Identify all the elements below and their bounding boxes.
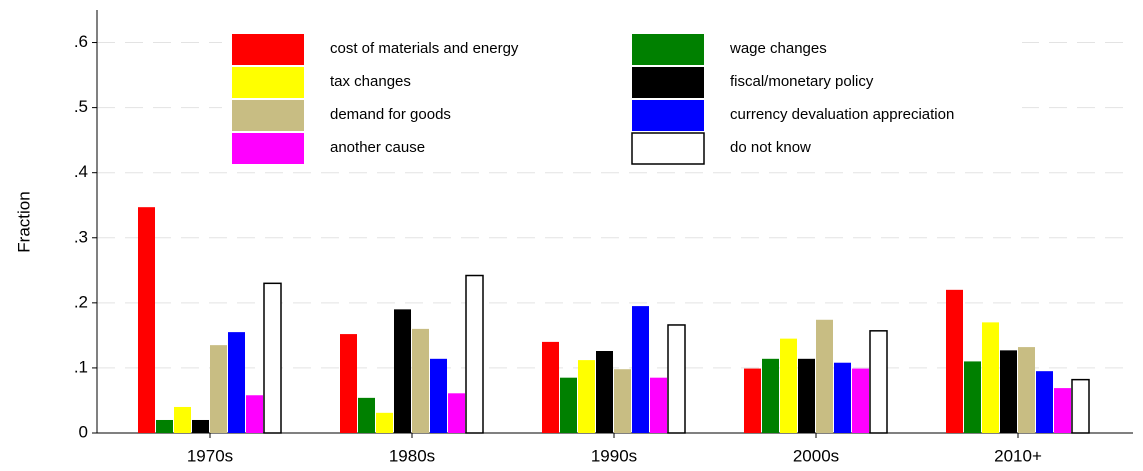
bar xyxy=(192,419,209,433)
bar xyxy=(982,322,999,433)
legend-label: wage changes xyxy=(729,40,827,57)
bar xyxy=(358,397,375,433)
bar xyxy=(263,282,282,434)
bar xyxy=(614,369,631,433)
legend-label: currency devaluation appreciation xyxy=(730,106,954,123)
bar xyxy=(632,306,649,433)
legend-label: another cause xyxy=(330,139,425,156)
y-tick-label: .3 xyxy=(74,227,88,246)
bar xyxy=(834,362,851,433)
bar xyxy=(412,328,429,433)
legend-label: tax changes xyxy=(330,73,411,90)
y-tick-label: .6 xyxy=(74,32,88,51)
legend-swatch xyxy=(632,34,704,65)
bar xyxy=(650,377,667,433)
legend: cost of materials and energy wage changes… xyxy=(222,28,1022,170)
bar xyxy=(210,345,227,433)
bar xyxy=(1018,347,1035,433)
bar xyxy=(1036,371,1053,433)
bar xyxy=(394,309,411,433)
bar xyxy=(560,377,577,433)
legend-swatch xyxy=(232,133,304,164)
legend-label: do not know xyxy=(730,139,811,156)
legend-swatch xyxy=(632,67,704,98)
bar xyxy=(465,274,484,434)
bar xyxy=(744,368,761,433)
bar xyxy=(762,358,779,433)
bar xyxy=(174,406,191,433)
bar xyxy=(1000,350,1017,433)
bar xyxy=(246,395,263,433)
y-tick-label: .5 xyxy=(74,97,88,116)
bar xyxy=(869,330,888,434)
bar xyxy=(156,419,173,433)
bar xyxy=(596,351,613,433)
bar xyxy=(946,289,963,433)
bar xyxy=(780,338,797,433)
legend-label: demand for goods xyxy=(330,106,451,123)
bar xyxy=(340,334,357,433)
bar xyxy=(448,393,465,433)
legend-swatch xyxy=(232,100,304,131)
legend-swatch xyxy=(632,100,704,131)
legend-swatch xyxy=(232,34,304,65)
bar xyxy=(852,368,869,433)
legend-background xyxy=(222,28,1022,170)
y-tick-label: .2 xyxy=(74,292,88,311)
y-tick-label: .1 xyxy=(74,357,88,376)
bar xyxy=(430,358,447,433)
legend-label: fiscal/monetary policy xyxy=(730,73,874,90)
x-tick-label: 2000s xyxy=(793,446,839,465)
y-axis-label: Fraction xyxy=(14,191,33,252)
bar xyxy=(376,412,393,433)
y-tick-label: .4 xyxy=(74,162,88,181)
bar xyxy=(667,324,686,434)
x-tick-label: 1970s xyxy=(187,446,233,465)
legend-swatch xyxy=(631,132,705,165)
bar xyxy=(138,207,155,433)
x-tick-label: 1980s xyxy=(389,446,435,465)
x-tick-label: 1990s xyxy=(591,446,637,465)
bar xyxy=(228,332,245,433)
bar xyxy=(1054,388,1071,433)
bar xyxy=(578,360,595,433)
bar xyxy=(964,361,981,433)
legend-label: cost of materials and energy xyxy=(330,40,519,57)
legend-swatch xyxy=(232,67,304,98)
bar xyxy=(816,319,833,433)
y-tick-label: 0 xyxy=(79,422,88,441)
bar xyxy=(798,358,815,433)
x-tick-label: 2010+ xyxy=(994,446,1042,465)
bar xyxy=(542,341,559,433)
bar xyxy=(1071,378,1090,434)
